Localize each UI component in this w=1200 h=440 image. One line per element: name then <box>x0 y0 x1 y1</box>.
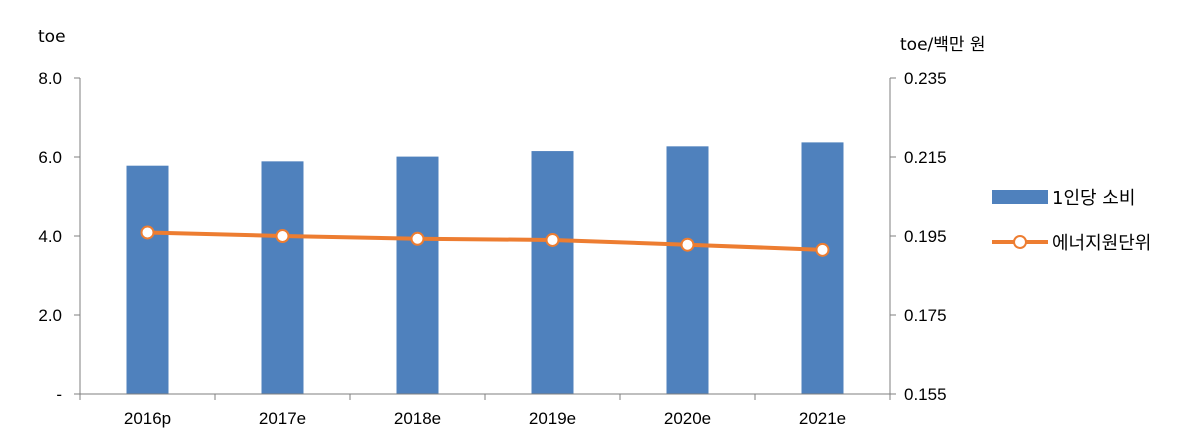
right-axis-unit-label: toe/백만 원 <box>900 35 986 55</box>
line-point-2021e <box>815 242 830 257</box>
legend-line-marker <box>1013 235 1027 249</box>
left-axis-tick-labels: - 2.0 4.0 6.0 8.0 <box>38 69 62 404</box>
line-point-2019e <box>545 232 560 247</box>
bar-2017e <box>261 161 304 394</box>
x-tick-label-2017e: 2017e <box>259 409 306 428</box>
x-tick-label-2018e: 2018e <box>394 409 441 428</box>
right-tick-label: 0.175 <box>904 306 947 325</box>
left-axis-unit-label: toe <box>38 27 66 47</box>
line-path <box>147 230 823 252</box>
left-tick-label: 8.0 <box>38 69 62 88</box>
legend-line-label: 에너지원단위 <box>1052 233 1151 254</box>
left-tick-label: 2.0 <box>38 306 62 325</box>
line-point-2020e <box>680 237 695 252</box>
legend: 1인당 소비 에너지원단위 <box>992 188 1151 254</box>
x-axis-labels: 2016p 2017e 2018e 2019e 2020e 2021e <box>124 409 846 428</box>
line-series <box>140 225 830 257</box>
x-tick-label-2019e: 2019e <box>529 409 576 428</box>
left-tick-label: - <box>56 385 62 404</box>
bar-2018e <box>396 156 439 394</box>
right-tick-label: 0.215 <box>904 148 947 167</box>
line-point-2016p <box>140 225 155 240</box>
bar-2019e <box>531 151 574 394</box>
x-tick-label-2016p: 2016p <box>124 409 171 428</box>
right-axis-tick-labels: 0.155 0.175 0.195 0.215 0.235 <box>904 69 947 404</box>
legend-bar-swatch <box>992 190 1048 204</box>
left-tick-label: 6.0 <box>38 148 62 167</box>
bar-2021e <box>801 142 844 394</box>
bar-series <box>126 142 844 394</box>
right-tick-label: 0.155 <box>904 385 947 404</box>
line-point-2018e <box>410 231 425 246</box>
left-tick-label: 4.0 <box>38 227 62 246</box>
x-tick-label-2021e: 2021e <box>799 409 846 428</box>
x-tick-label-2020e: 2020e <box>664 409 711 428</box>
legend-bar-label: 1인당 소비 <box>1052 188 1135 209</box>
bar-2016p <box>126 165 169 394</box>
bar-2020e <box>666 146 709 394</box>
line-point-2017e <box>275 229 290 243</box>
axes <box>74 77 896 400</box>
right-tick-label: 0.235 <box>904 69 947 88</box>
right-tick-label: 0.195 <box>904 227 947 246</box>
